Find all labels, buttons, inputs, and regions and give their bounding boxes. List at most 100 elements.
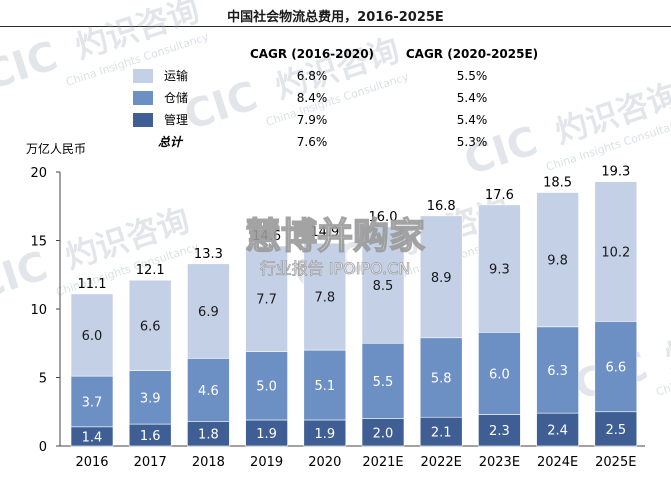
segment-value-label: 2.4: [547, 424, 568, 439]
bar-segment: [187, 421, 230, 447]
bar-segment: [594, 411, 638, 447]
y-tick-label: 5: [39, 372, 47, 387]
bar-segment: [361, 342, 405, 419]
bar-segment: [478, 331, 521, 415]
segment-value-label: 2.1: [431, 426, 452, 441]
bar-segment: [478, 414, 521, 447]
x-tick-label: 2021E: [362, 455, 403, 470]
bar-segment: [303, 349, 347, 421]
x-tick-label: 2024E: [537, 455, 578, 470]
bar-segment: [536, 326, 579, 414]
segment-value-label: 5.0: [256, 380, 277, 395]
svg-text:CIC: CIC: [179, 73, 263, 139]
bar-segment: [303, 242, 347, 351]
segment-value-label: 2.3: [489, 424, 510, 439]
bar-segment: [361, 226, 405, 344]
segment-value-label: 5.1: [314, 379, 335, 394]
segment-value-label: 6.6: [605, 361, 626, 376]
segment-value-label: 2.0: [373, 426, 394, 441]
legend-swatch: [133, 69, 153, 83]
svg-text:CIC: CIC: [0, 243, 53, 309]
legend-label: 仓储: [164, 90, 188, 105]
cagr-value: 8.4%: [297, 91, 328, 105]
segment-value-label: 6.3: [547, 364, 568, 379]
x-tick-label: 2020: [308, 455, 341, 470]
bar-segment: [245, 245, 288, 352]
total-value-label: 17.6: [485, 188, 514, 203]
segment-value-label: 1.4: [82, 430, 103, 445]
y-tick-label: 0: [39, 440, 47, 455]
y-tick-label: 20: [30, 166, 47, 181]
site-watermark-title: 慧博并购家: [245, 216, 425, 257]
segment-value-label: 1.8: [198, 428, 219, 443]
data-labels: 1.4 3.7 6.0 11.1 2016 1.6 3.9 6.6 12.1 2017 1.8 4.6…: [75, 165, 636, 470]
x-tick-label: 2025E: [595, 455, 636, 470]
cagr-value: 5.4%: [457, 113, 488, 127]
bar-segment: [478, 204, 521, 333]
x-tick-label: 2018: [192, 455, 225, 470]
cagr-value: 6.8%: [297, 69, 328, 83]
bar-segment: [245, 419, 288, 447]
cagr-value: 5.5%: [457, 69, 488, 83]
total-value-label: 19.3: [601, 165, 630, 180]
x-tick-label: 2023E: [479, 455, 520, 470]
bar-segment: [419, 215, 463, 339]
y-axis-label: 万亿人民币: [26, 141, 86, 156]
cagr-value: 7.6%: [297, 135, 328, 149]
y-tick-label: 10: [30, 303, 47, 318]
segment-value-label: 3.9: [140, 391, 161, 406]
segment-value-label: 3.7: [82, 395, 103, 410]
svg-text:CIC: CIC: [0, 33, 63, 99]
cagr-table: CAGR (2016-2020) CAGR (2020-2025E) 运输 6.8% 5…: [133, 47, 538, 149]
legend-swatch: [133, 91, 153, 105]
x-tick-label: 2019: [250, 455, 283, 470]
cagr-header: CAGR (2020-2025E): [406, 47, 538, 61]
x-tick-label: 2022E: [421, 455, 462, 470]
segment-value-label: 10.2: [601, 245, 630, 260]
bar-segment: [187, 358, 230, 422]
plot-area: [70, 181, 638, 447]
bar-segment: [594, 181, 638, 322]
bar-segment: [594, 321, 638, 413]
bar-segment: [536, 192, 579, 328]
segment-value-label: 8.9: [431, 271, 452, 286]
bar-segment: [245, 351, 288, 421]
segment-value-label: 5.8: [431, 372, 452, 387]
chart-title: 中国社会物流总费用，2016-2025E: [227, 10, 444, 25]
bar-segment: [419, 337, 463, 418]
site-watermark-url: 行业报告 IPOIPO.CN: [260, 259, 411, 278]
cagr-value: 7.9%: [297, 113, 328, 127]
cagr-value: 5.4%: [457, 91, 488, 105]
segment-value-label: 7.7: [256, 293, 277, 308]
segment-value-label: 2.5: [605, 423, 626, 438]
segment-value-label: 7.8: [314, 291, 335, 306]
segment-value-label: 6.6: [140, 319, 161, 334]
segment-value-label: 8.5: [373, 279, 394, 294]
svg-text:灼识咨询: 灼识咨询: [660, 301, 671, 377]
segment-value-label: 9.3: [489, 263, 510, 278]
bar-segment: [128, 279, 172, 371]
segment-value-label: 6.0: [82, 329, 103, 344]
legend-label: 运输: [164, 68, 188, 83]
total-value-label: 18.5: [543, 176, 572, 191]
svg-text:CIC: CIC: [459, 118, 543, 184]
total-value-label: 12.1: [136, 263, 165, 278]
legend-label: 总计: [158, 135, 184, 149]
bar-segment: [70, 375, 114, 428]
x-tick-label: 2017: [134, 455, 167, 470]
segment-value-label: 1.9: [314, 427, 335, 442]
legend-swatch: [133, 113, 153, 127]
segment-value-label: 1.9: [256, 427, 277, 442]
bar-segment: [128, 370, 172, 425]
bar-segment: [70, 293, 114, 377]
bar-segment: [187, 263, 230, 359]
total-value-label: 14.6: [252, 229, 281, 244]
legend-label: 管理: [164, 112, 188, 127]
y-tick-label: 15: [30, 235, 47, 250]
cagr-value: 5.3%: [457, 135, 488, 149]
segment-value-label: 1.6: [140, 429, 161, 444]
title-bar: 中国社会物流总费用，2016-2025E: [0, 0, 671, 27]
bar-segment: [419, 416, 463, 447]
